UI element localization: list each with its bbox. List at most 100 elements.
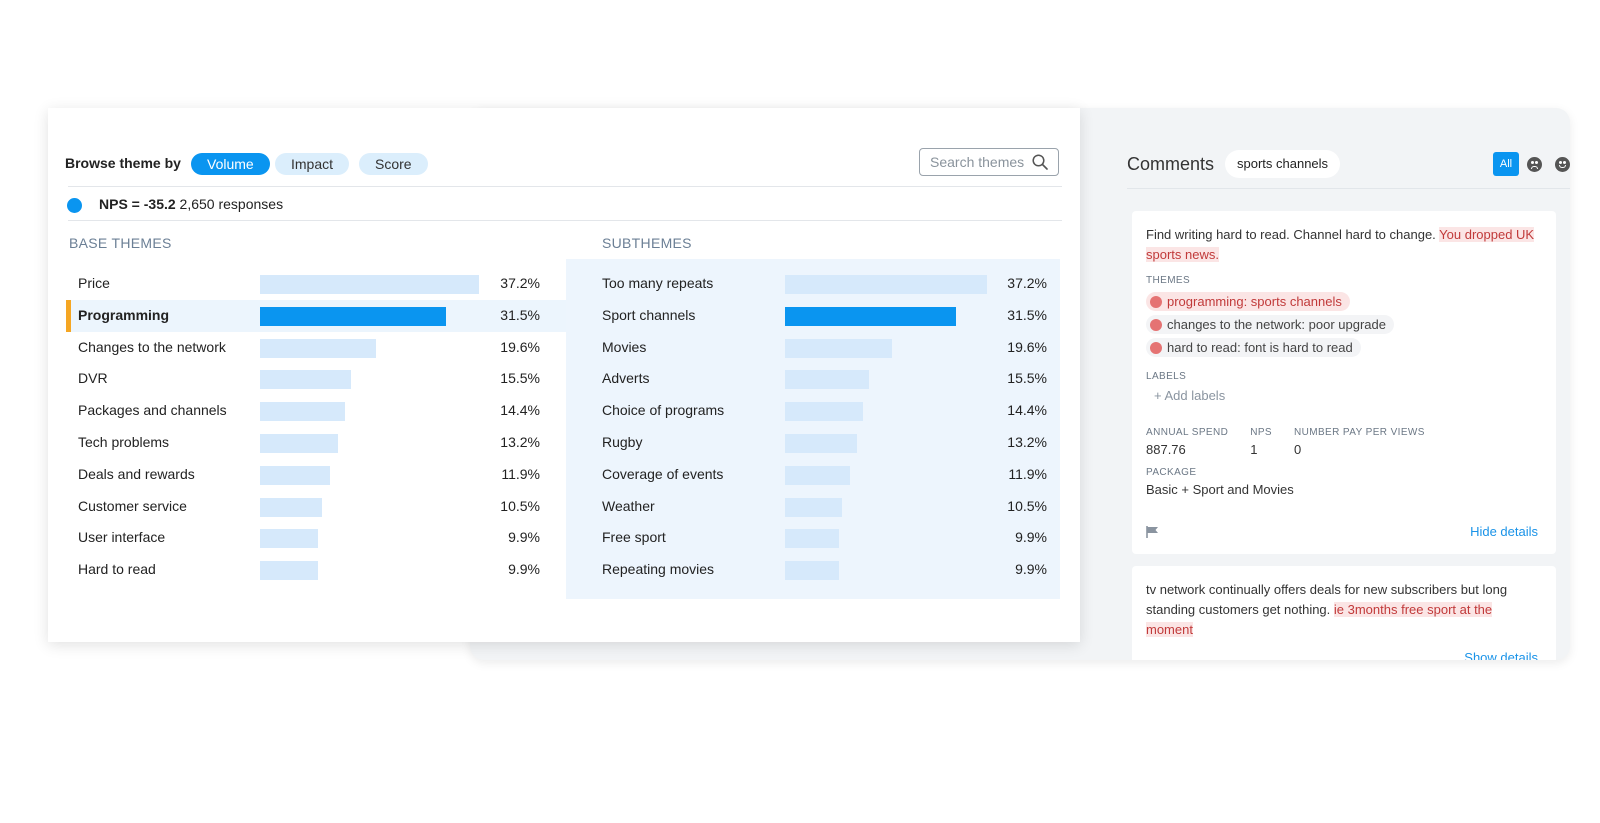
base-theme-row[interactable]: DVR 15.5% [66, 363, 566, 395]
theme-volume-bar [260, 306, 446, 326]
comment-meta: ANNUAL SPEND 887.76 NPS 1 NUMBER PAY PER… [1146, 427, 1542, 457]
flag-icon[interactable] [1146, 526, 1160, 538]
theme-percentage: 11.9% [501, 465, 540, 482]
base-theme-row[interactable]: Packages and channels 14.4% [66, 395, 566, 427]
add-labels-button[interactable]: + Add labels [1154, 388, 1226, 403]
theme-label: Adverts [602, 370, 650, 387]
browse-impact-button[interactable]: Impact [275, 153, 350, 175]
theme-volume-bar [260, 275, 480, 294]
theme-volume-bar [260, 561, 319, 581]
subtheme-row[interactable]: Choice of programs 14.4% [566, 395, 1060, 427]
themes-panel: Browse theme by Volume Impact Score Sear… [48, 108, 1080, 642]
theme-volume-bar [785, 529, 839, 549]
theme-label: Sport channels [602, 306, 696, 323]
theme-percentage: 37.2% [500, 275, 540, 291]
theme-label: Rugby [602, 433, 643, 450]
theme-volume-bar [260, 433, 338, 453]
base-theme-row[interactable]: Price 37.2% [66, 268, 566, 300]
theme-percentage: 9.9% [1015, 561, 1047, 578]
search-icon [1032, 154, 1048, 170]
search-themes-input[interactable]: Search themes [919, 148, 1059, 176]
theme-percentage: 19.6% [500, 338, 540, 355]
browse-score-button[interactable]: Score [359, 153, 428, 175]
subtheme-row[interactable]: Weather 10.5% [566, 491, 1060, 523]
nps-responses: 2,650 responses [179, 196, 284, 212]
nps-score: NPS = -35.2 [99, 196, 176, 212]
sentiment-filter-positive[interactable] [1549, 152, 1570, 176]
base-theme-row[interactable]: User interface 9.9% [66, 522, 566, 554]
theme-label: User interface [78, 529, 166, 546]
sad-face-icon [1526, 156, 1542, 172]
sad-face-icon [1150, 341, 1162, 354]
base-theme-row[interactable]: Tech problems 13.2% [66, 427, 566, 459]
sentiment-filter-all[interactable]: All [1493, 152, 1519, 176]
theme-percentage: 9.9% [1015, 529, 1047, 546]
sad-face-icon [1150, 318, 1162, 331]
theme-percentage: 11.9% [1008, 465, 1047, 482]
show-details-link[interactable]: Show details [1464, 650, 1538, 660]
theme-label: Free sport [602, 529, 666, 546]
meta-key: NPS [1250, 427, 1272, 438]
theme-percentage: 10.5% [500, 497, 540, 514]
theme-percentage: 31.5% [1007, 306, 1047, 323]
subtheme-row[interactable]: Movies 19.6% [566, 332, 1060, 364]
sad-face-icon [1150, 295, 1162, 308]
meta-value: 887.76 [1146, 442, 1186, 457]
meta-annual-spend: ANNUAL SPEND 887.76 [1146, 427, 1228, 457]
theme-label: Weather [602, 497, 655, 514]
subtheme-row[interactable]: Too many repeats 37.2% [566, 268, 1060, 300]
comment-text: tv network continually offers deals for … [1146, 580, 1542, 640]
theme-percentage: 9.9% [508, 529, 540, 546]
comment-text: Find writing hard to read. Channel hard … [1146, 225, 1542, 265]
comments-title: Comments [1127, 154, 1215, 174]
theme-label: Programming [78, 306, 170, 323]
comment-theme-tag[interactable]: changes to the network: poor upgrade [1146, 315, 1394, 334]
package-value: Basic + Sport and Movies [1146, 482, 1294, 497]
theme-label: Choice of programs [602, 402, 725, 419]
hide-details-link[interactable]: Hide details [1470, 524, 1538, 539]
theme-percentage: 15.5% [1007, 370, 1047, 387]
meta-pay-per-views: NUMBER PAY PER VIEWS 0 [1294, 427, 1425, 457]
comment-theme-tag[interactable]: programming: sports channels [1146, 292, 1350, 311]
theme-label: Too many repeats [602, 275, 714, 291]
subtheme-row[interactable]: Rugby 13.2% [566, 427, 1060, 459]
base-theme-row[interactable]: Deals and rewards 11.9% [66, 459, 566, 491]
theme-percentage: 15.5% [500, 370, 540, 387]
theme-label: Changes to the network [78, 338, 226, 355]
labels-heading: LABELS [1146, 371, 1187, 382]
theme-volume-bar [260, 402, 345, 422]
theme-percentage: 19.6% [1007, 338, 1047, 355]
package-heading: PACKAGE [1146, 467, 1197, 478]
card-footer: Hide details [1146, 524, 1538, 540]
subtheme-row[interactable]: Sport channels 31.5% [566, 300, 1060, 332]
base-theme-row[interactable]: Hard to read 9.9% [66, 554, 566, 586]
comments-filter-chip[interactable]: sports channels [1225, 150, 1341, 178]
subtheme-row[interactable]: Adverts 15.5% [566, 363, 1060, 395]
theme-volume-bar [785, 306, 957, 326]
theme-volume-bar [785, 433, 857, 453]
base-theme-row[interactable]: Customer service 10.5% [66, 491, 566, 523]
header-divider [68, 186, 1062, 187]
meta-value: 0 [1294, 442, 1302, 457]
base-theme-row[interactable]: Changes to the network 19.6% [66, 332, 566, 364]
subtheme-row[interactable]: Repeating movies 9.9% [566, 554, 1060, 586]
theme-volume-bar [785, 497, 843, 517]
theme-percentage: 9.9% [508, 561, 540, 578]
theme-percentage: 10.5% [1007, 497, 1047, 514]
sentiment-filter-negative[interactable] [1521, 152, 1547, 176]
theme-percentage: 13.2% [500, 433, 540, 450]
comment-theme-tag[interactable]: hard to read: font is hard to read [1146, 338, 1361, 357]
base-theme-row[interactable]: Programming 31.5% [66, 299, 566, 332]
browse-volume-button[interactable]: Volume [191, 153, 270, 175]
theme-label: Customer service [78, 497, 187, 514]
base-themes-heading: BASE THEMES [69, 235, 172, 251]
nps-summary: NPS = -35.2 2,650 responses [99, 196, 283, 212]
theme-volume-bar [260, 529, 319, 549]
subtheme-row[interactable]: Free sport 9.9% [566, 522, 1060, 554]
comment-text-plain: tv network continually offers deals for … [1146, 582, 1508, 617]
theme-percentage: 31.5% [500, 306, 540, 323]
browse-theme-label: Browse theme by [65, 155, 181, 171]
comment-text-plain: Find writing hard to read. Channel hard … [1146, 227, 1440, 242]
theme-label: Price [78, 275, 110, 291]
subtheme-row[interactable]: Coverage of events 11.9% [566, 459, 1060, 491]
